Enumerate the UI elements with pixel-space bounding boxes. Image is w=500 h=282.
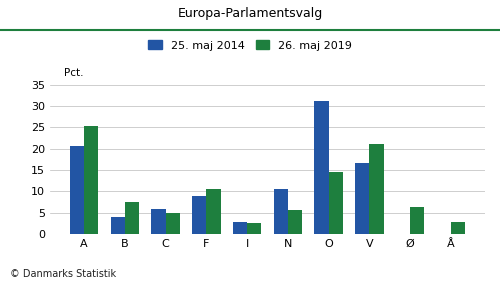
Bar <box>233 222 247 234</box>
Bar <box>247 222 262 234</box>
Bar <box>328 172 343 234</box>
Bar <box>206 189 220 234</box>
Bar <box>125 202 139 234</box>
Bar <box>166 213 180 234</box>
Text: Europa-Parlamentsvalg: Europa-Parlamentsvalg <box>178 7 322 20</box>
Bar <box>288 210 302 234</box>
Bar <box>451 222 465 234</box>
Bar <box>274 189 288 234</box>
Bar <box>314 101 328 234</box>
Bar <box>152 209 166 234</box>
Bar <box>110 217 125 234</box>
Bar <box>370 144 384 234</box>
Text: © Danmarks Statistik: © Danmarks Statistik <box>10 269 116 279</box>
Bar <box>70 146 84 234</box>
Bar <box>410 207 424 234</box>
Bar <box>192 196 206 234</box>
Bar <box>84 126 98 234</box>
Bar <box>355 163 370 234</box>
Text: Pct.: Pct. <box>64 68 83 78</box>
Legend: 25. maj 2014, 26. maj 2019: 25. maj 2014, 26. maj 2019 <box>146 38 354 53</box>
